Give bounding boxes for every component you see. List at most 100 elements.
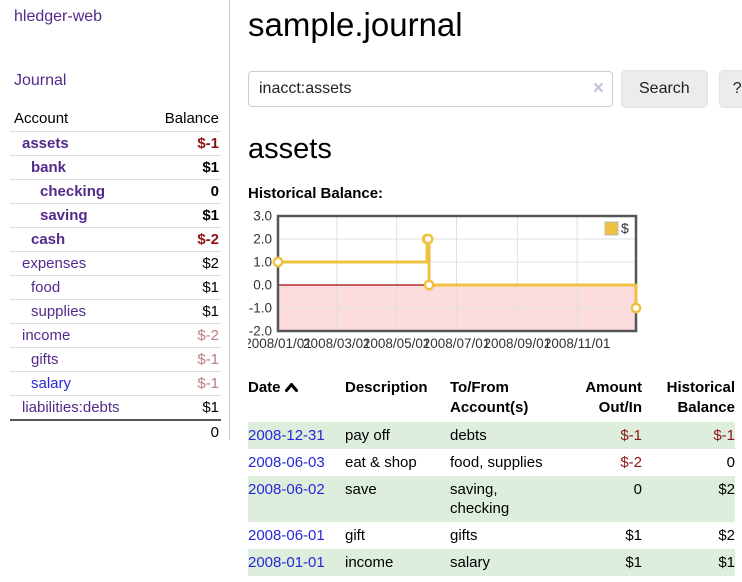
register-row: 2008-12-31 pay off debts $-1 $-1 xyxy=(248,422,735,449)
account-balance: $1 xyxy=(146,203,221,228)
sidebar-item-journal[interactable]: Journal xyxy=(14,72,67,89)
register-header-balance: Historical Balance xyxy=(666,379,735,416)
help-button[interactable]: ? xyxy=(718,70,742,108)
account-link-saving[interactable]: saving xyxy=(40,207,88,224)
account-balance: $-2 xyxy=(146,323,221,348)
chart-point-marker xyxy=(423,279,435,291)
search-input[interactable] xyxy=(248,71,613,107)
chart-ytick-label: -2.0 xyxy=(249,324,272,339)
account-link-gifts[interactable]: gifts xyxy=(31,351,59,368)
account-link-income[interactable]: income xyxy=(22,327,71,344)
chart-xtick-label: 2008/01/01 xyxy=(248,336,312,351)
account-balance: $1 xyxy=(146,275,221,300)
chart-ytick-label: -1.0 xyxy=(249,301,272,316)
account-link-checking[interactable]: checking xyxy=(40,183,106,200)
brand-link[interactable]: hledger-web xyxy=(14,8,103,25)
search-form: × Search ? xyxy=(248,70,742,108)
register-table: Date Description To/From Account(s) Amou… xyxy=(248,376,735,576)
transaction-date-link[interactable]: 2008-06-03 xyxy=(248,454,325,471)
chart-point-marker xyxy=(272,256,284,268)
account-link-supplies[interactable]: supplies xyxy=(31,303,87,320)
sidebar: hledger-web Journal Account Balance asse… xyxy=(0,0,230,444)
account-row: liabilities:debts $1 xyxy=(10,395,221,420)
transaction-date-link[interactable]: 2008-01-01 xyxy=(248,554,325,571)
account-link-assets[interactable]: assets xyxy=(22,135,69,152)
register-table-body: 2008-12-31 pay off debts $-1 $-1 2008-06-03 ea… xyxy=(248,422,735,576)
transaction-accounts: food, supplies xyxy=(450,454,543,471)
transaction-amount: 0 xyxy=(633,481,642,498)
search-input-wrap: × xyxy=(248,71,613,107)
account-row: assets $-1 xyxy=(10,131,221,156)
clear-search-icon[interactable]: × xyxy=(592,78,604,99)
account-page-title: assets xyxy=(248,133,332,165)
transaction-balance: $2 xyxy=(718,481,735,498)
transaction-date-link[interactable]: 2008-12-31 xyxy=(248,427,325,444)
transaction-balance: $1 xyxy=(718,554,735,571)
chart-ytick-label: 2.0 xyxy=(253,232,272,247)
chart-legend-label: $ xyxy=(621,220,629,236)
register-header-date[interactable]: Date xyxy=(248,376,345,422)
account-row: supplies $1 xyxy=(10,299,221,324)
register-row: 2008-06-02 save saving, checking 0 $2 xyxy=(248,476,735,522)
accounts-header-account: Account xyxy=(14,110,69,127)
transaction-description: eat & shop xyxy=(345,454,417,471)
chart-legend-swatch xyxy=(604,221,619,236)
transaction-date-link[interactable]: 2008-06-01 xyxy=(248,527,325,544)
chart-ytick-label: 1.0 xyxy=(253,255,272,270)
chart-ytick-label: 0.0 xyxy=(253,278,272,293)
transaction-accounts: debts xyxy=(450,427,487,444)
account-link-liabilities-debts[interactable]: liabilities:debts xyxy=(22,399,120,416)
account-link-expenses[interactable]: expenses xyxy=(22,255,87,272)
account-balance: $-2 xyxy=(146,227,221,252)
chart-label: Historical Balance: xyxy=(248,185,384,202)
transaction-balance: 0 xyxy=(726,454,735,471)
account-balance: $-1 xyxy=(146,131,221,156)
transaction-date-link[interactable]: 2008-06-02 xyxy=(248,481,325,498)
transaction-amount: $-2 xyxy=(620,454,642,471)
accounts-total-row: 0 xyxy=(10,419,221,444)
register-header-amount: Amount Out/In xyxy=(585,379,642,416)
register-row: 2008-01-01 income salary $1 $1 xyxy=(248,549,735,576)
account-link-cash[interactable]: cash xyxy=(31,231,66,248)
account-row: saving $1 xyxy=(10,203,221,228)
register-row: 2008-06-03 eat & shop food, supplies $-2 0 xyxy=(248,449,735,476)
chart-border xyxy=(276,214,638,333)
account-row: expenses $2 xyxy=(10,251,221,276)
accounts-header-balance: Balance xyxy=(164,110,219,127)
register-header-accounts: To/From Account(s) xyxy=(450,379,529,416)
chart-xtick-label: 2008/07/01 xyxy=(423,336,491,351)
accounts-table: Account Balance assets $-1 bank $1 checking 0… xyxy=(10,107,221,444)
register-header-description: Description xyxy=(345,379,428,396)
transaction-description: gift xyxy=(345,527,366,544)
chart-xtick-label: 2008/11/01 xyxy=(544,336,611,351)
transaction-description: income xyxy=(345,554,394,571)
transaction-amount: $1 xyxy=(625,554,642,571)
account-balance: 0 xyxy=(146,179,221,204)
transaction-description: pay off xyxy=(345,427,390,444)
account-balance: $1 xyxy=(146,155,221,180)
transaction-balance: $2 xyxy=(718,527,735,544)
account-link-bank[interactable]: bank xyxy=(31,159,67,176)
transaction-balance: $-1 xyxy=(713,427,735,444)
account-link-food[interactable]: food xyxy=(31,279,61,296)
transaction-accounts: salary xyxy=(450,554,491,571)
chart-point-marker xyxy=(630,302,642,314)
search-button[interactable]: Search xyxy=(621,70,708,108)
account-balance: $2 xyxy=(146,251,221,276)
account-row: checking 0 xyxy=(10,179,221,204)
chart-ytick-label: 3.0 xyxy=(253,209,272,224)
account-link-salary[interactable]: salary xyxy=(31,375,72,392)
accounts-table-body: assets $-1 bank $1 checking 0 saving $1 cash $-2 e… xyxy=(10,131,221,444)
register-row: 2008-06-01 gift gifts $1 $2 xyxy=(248,522,735,549)
account-row: bank $1 xyxy=(10,155,221,180)
page-title: sample.journal xyxy=(248,6,463,43)
account-balance: $1 xyxy=(146,395,221,420)
transaction-description: save xyxy=(345,481,377,498)
sort-asc-icon xyxy=(284,382,298,392)
accounts-total-balance: 0 xyxy=(146,419,221,444)
transaction-accounts: saving, checking xyxy=(450,481,510,517)
account-row: food $1 xyxy=(10,275,221,300)
main-content: sample.journal × Search ? assets Histori… xyxy=(230,0,742,582)
account-balance: $1 xyxy=(146,299,221,324)
account-row: income $-2 xyxy=(10,323,221,348)
